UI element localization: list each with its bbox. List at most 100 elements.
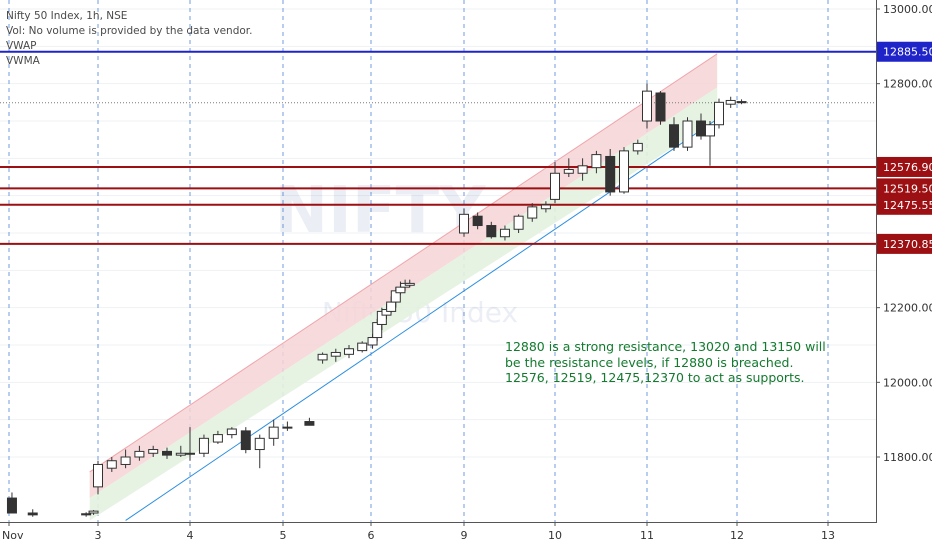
candle[interactable] — [577, 158, 588, 181]
candle-body — [162, 450, 172, 456]
candle-body — [27, 512, 38, 516]
candle[interactable] — [6, 492, 17, 514]
candle[interactable] — [736, 99, 747, 105]
candle[interactable] — [642, 83, 652, 129]
channel-upper-band — [89, 53, 718, 499]
candle[interactable] — [93, 460, 103, 495]
candle[interactable] — [513, 214, 524, 233]
candle-body — [93, 463, 103, 488]
candle[interactable] — [655, 91, 666, 125]
candle-body — [642, 90, 652, 122]
candle[interactable] — [527, 203, 538, 222]
candle-body — [714, 101, 724, 126]
regression-channel[interactable] — [89, 53, 718, 521]
time-axis-label: 4 — [187, 529, 194, 542]
candle[interactable] — [563, 158, 574, 177]
candle-body — [226, 428, 237, 436]
candle-body — [499, 228, 510, 238]
candle[interactable] — [88, 510, 99, 515]
candle-body — [81, 513, 92, 516]
candle-body — [655, 92, 666, 122]
time-axis-label: 6 — [368, 529, 375, 542]
annotation-line-1: 12880 is a strong resistance, 13020 and … — [505, 339, 826, 354]
channel-lower-line[interactable] — [125, 118, 718, 521]
candle[interactable] — [714, 98, 724, 129]
legend-title[interactable]: Nifty 50 Index, 1h, NSE — [6, 10, 128, 22]
candle[interactable] — [459, 208, 469, 237]
annotation-line-3: 12576, 12519, 12475,12370 to act as supp… — [505, 370, 805, 385]
candle[interactable] — [550, 162, 560, 204]
candle[interactable] — [106, 457, 117, 472]
candle-body — [330, 351, 341, 357]
candle[interactable] — [344, 345, 354, 359]
time-axis-label: Nov — [2, 529, 24, 542]
candle-body — [696, 120, 706, 137]
candle-body — [134, 450, 145, 458]
candle-body — [459, 213, 469, 234]
candle[interactable] — [472, 212, 483, 230]
candle[interactable] — [486, 221, 497, 239]
candle-body — [367, 337, 378, 346]
candle-body — [6, 497, 17, 514]
candle[interactable] — [226, 427, 237, 439]
candle-body — [395, 286, 406, 294]
candle-body — [669, 124, 679, 148]
candle[interactable] — [240, 427, 251, 454]
candle[interactable] — [499, 225, 510, 241]
channel-lower-band — [89, 87, 718, 521]
candle[interactable] — [725, 96, 736, 108]
legend-vwma[interactable]: VWMA — [6, 55, 40, 67]
candle[interactable] — [185, 427, 195, 461]
legend-vwap[interactable]: VWAP — [6, 40, 37, 52]
candle[interactable] — [605, 149, 616, 196]
candle[interactable] — [669, 117, 679, 151]
candle[interactable] — [682, 117, 693, 151]
support-price-label-bg — [877, 194, 932, 215]
candle-body — [736, 101, 747, 104]
candle[interactable] — [317, 352, 328, 364]
time-axis[interactable]: Nov 3 4 5 6 9 10 11 12 13 — [0, 522, 932, 550]
candle[interactable] — [591, 150, 602, 174]
candle-body — [550, 172, 560, 200]
candle[interactable] — [404, 279, 415, 288]
price-axis[interactable]: 13000.00 12800.00 12200.00 12000.00 11800.00… — [876, 0, 932, 550]
candle[interactable] — [304, 417, 315, 426]
legend-volume-note: Vol: No volume is provided by the data v… — [6, 25, 253, 37]
annotation-line-2: be the resistance levels, if 12880 is br… — [505, 354, 794, 370]
annotation-text[interactable]: 12880 is a strong resistance, 13020 and … — [505, 339, 826, 386]
candle-body — [344, 348, 354, 355]
candle-body — [357, 342, 368, 352]
candle-body — [254, 437, 265, 451]
candle[interactable] — [162, 447, 172, 459]
candle[interactable] — [619, 147, 629, 194]
price-axis-label: 12200.00 — [883, 302, 932, 315]
candle-body — [705, 124, 715, 137]
candle[interactable] — [198, 434, 209, 457]
price-levels[interactable] — [0, 50, 876, 245]
candle-body — [619, 150, 629, 193]
candle[interactable] — [81, 512, 92, 517]
candle[interactable] — [268, 419, 279, 446]
candle-body — [106, 460, 117, 469]
candle[interactable] — [120, 449, 131, 469]
candle[interactable] — [148, 445, 159, 457]
candle[interactable] — [357, 341, 368, 353]
candle[interactable] — [540, 201, 551, 213]
candles[interactable] — [6, 83, 747, 517]
candle[interactable] — [632, 139, 643, 155]
candle[interactable] — [330, 348, 341, 362]
candle-body — [725, 99, 736, 105]
time-axis-bg — [0, 522, 932, 550]
candle-body — [591, 154, 602, 169]
time-axis-label: 12 — [730, 529, 744, 542]
candle[interactable] — [254, 434, 265, 469]
candle[interactable] — [282, 421, 293, 431]
candle[interactable] — [705, 121, 715, 166]
resistance-price-label-bg — [877, 41, 932, 62]
candle[interactable] — [134, 445, 145, 461]
candle[interactable] — [27, 509, 38, 517]
candle[interactable] — [212, 430, 223, 444]
channel-upper-line[interactable] — [89, 53, 718, 473]
